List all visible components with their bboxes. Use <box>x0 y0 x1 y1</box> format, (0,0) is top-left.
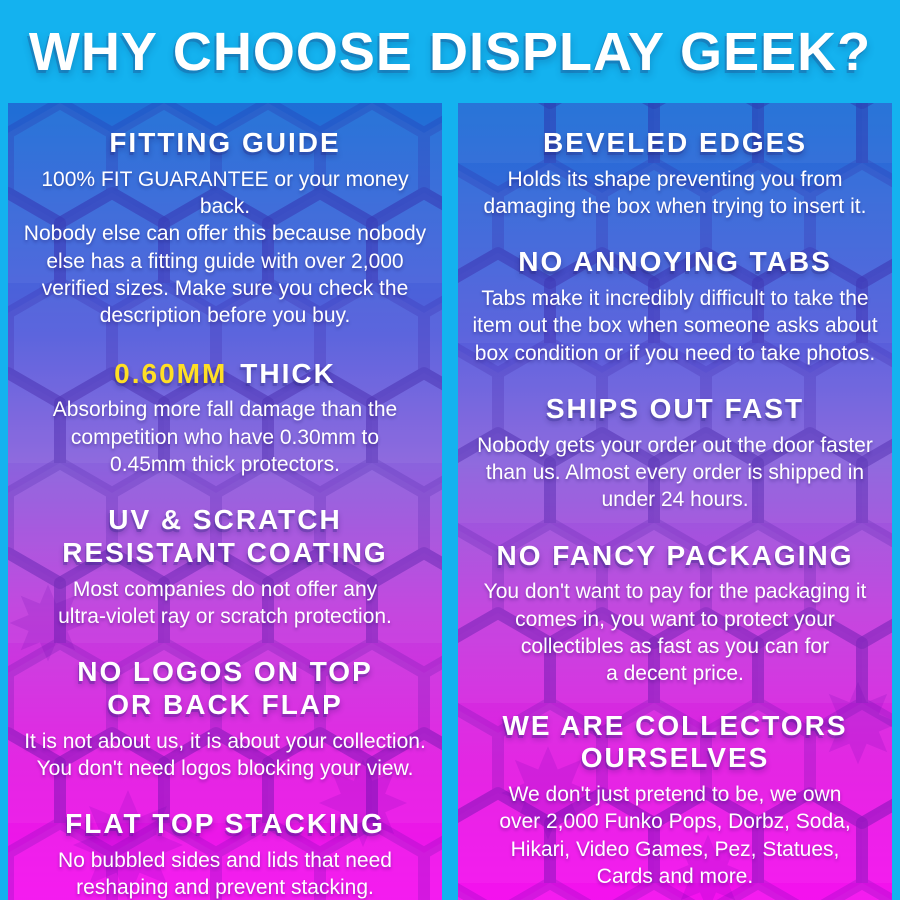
section-body: Most companies do not offer any ultra-vi… <box>58 577 392 628</box>
section-heading: NO FANCY PACKAGING <box>496 539 854 571</box>
section-uv-scratch-coating: UV & SCRATCH RESISTANT COATING Most comp… <box>20 478 430 630</box>
section-body: No bubbled sides and lids that need resh… <box>58 849 392 900</box>
section-body: Nobody gets your order out the door fast… <box>477 433 873 512</box>
section-heading: SHIPS OUT FAST <box>545 392 805 424</box>
section-flat-top-stacking: FLAT TOP STACKING No bubbled sides and l… <box>20 782 430 900</box>
section-thickness: 0.60MM THICK Absorbing more fall damage t… <box>20 330 430 479</box>
section-heading: FLAT TOP STACKING <box>65 808 385 840</box>
section-body: Tabs make it incredibly difficult to tak… <box>472 287 878 365</box>
section-heading: FITTING GUIDE <box>109 127 341 158</box>
section-ships-out-fast: SHIPS OUT FAST Nobody gets your order ou… <box>470 367 880 514</box>
section-we-are-collectors: WE ARE COLLECTORS OURSELVES We don't jus… <box>470 688 880 891</box>
page-title: WHY CHOOSE DISPLAY GEEK? <box>28 21 872 82</box>
section-heading: UV & SCRATCH RESISTANT COATING <box>62 504 388 568</box>
section-heading: 0.60MM THICK <box>20 330 430 391</box>
section-heading: WE ARE COLLECTORS OURSELVES <box>502 709 848 774</box>
thickness-highlight: 0.60MM <box>114 357 228 389</box>
section-no-annoying-tabs: NO ANNOYING TABS Tabs make it incredibly… <box>470 220 880 367</box>
section-body: 100% FIT GUARANTEE or your money back. N… <box>23 167 427 328</box>
left-panel-content: FITTING GUIDE 100% FIT GUARANTEE or your… <box>8 103 442 900</box>
section-beveled-edges: BEVELED EDGES Holds its shape preventing… <box>470 103 880 220</box>
section-heading: NO LOGOS ON TOP OR BACK FLAP <box>77 656 373 721</box>
section-no-logos: NO LOGOS ON TOP OR BACK FLAP It is not a… <box>20 630 430 782</box>
left-panel: FITTING GUIDE 100% FIT GUARANTEE or your… <box>8 103 442 900</box>
section-body: You don't want to pay for the packaging … <box>483 580 867 686</box>
section-heading: NO ANNOYING TABS <box>518 246 832 278</box>
section-body: It is not about us, it is about your col… <box>24 729 426 781</box>
thickness-rest: THICK <box>240 357 336 389</box>
section-no-fancy-packaging: NO FANCY PACKAGING You don't want to pay… <box>470 514 880 688</box>
section-heading: BEVELED EDGES <box>542 127 808 158</box>
section-body: Holds its shape preventing you from dama… <box>483 167 867 219</box>
right-panel-content: BEVELED EDGES Holds its shape preventing… <box>458 103 892 900</box>
section-body: Absorbing more fall damage than the comp… <box>52 398 398 476</box>
columns-container: FITTING GUIDE 100% FIT GUARANTEE or your… <box>0 103 900 900</box>
section-fitting-guide: FITTING GUIDE 100% FIT GUARANTEE or your… <box>20 103 430 330</box>
right-panel: BEVELED EDGES Holds its shape preventing… <box>458 103 892 900</box>
section-body: We don't just pretend to be, we own over… <box>499 783 851 888</box>
banner: WHY CHOOSE DISPLAY GEEK? <box>0 0 900 103</box>
